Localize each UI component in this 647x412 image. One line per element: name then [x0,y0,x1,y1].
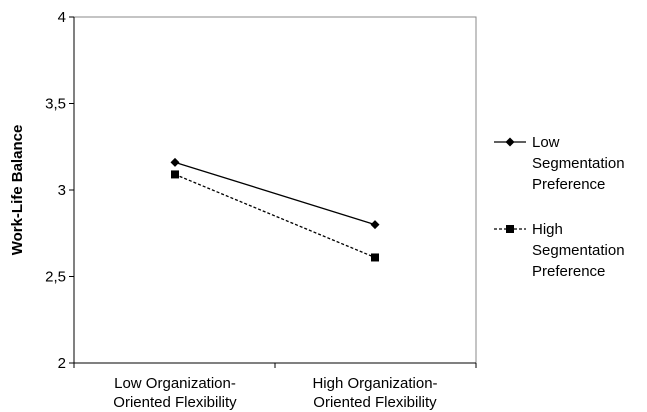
series-layer [170,157,380,262]
y-axis-title: Work-Life Balance [9,125,26,256]
series-line [174,161,376,226]
legend-label: Low Segmentation Preference [532,134,625,193]
series-high-segmentation [171,170,379,262]
data-point-diamond [505,137,515,147]
legend-label: High Segmentation Preference [532,221,625,280]
data-point-diamond [370,220,380,230]
y-axis-ticks: 2 2,5 3 3,5 4 [45,9,74,372]
plot-area-border [73,16,477,364]
data-point-diamond [170,157,180,167]
legend-item: High Segmentation Preference [494,221,625,280]
plot-frame [73,16,477,364]
x-axis-ticks: Low Organization-Oriented Flexibility Hig… [73,363,477,411]
x-tick-label: Low Organization-Oriented Flexibility [113,375,237,411]
legend: Low Segmentation Preference High Segmentatio… [494,134,625,280]
y-tick-label: 3,5 [45,96,66,113]
x-tick-label: High Organization-Oriented Flexibility [312,375,437,411]
series-line [174,173,376,259]
series-low-segmentation [170,157,380,230]
y-tick-label: 3 [58,182,66,199]
y-tick-label: 2,5 [45,269,66,286]
data-point-square [506,225,514,233]
legend-item: Low Segmentation Preference [494,134,625,193]
y-tick-label: 2 [58,355,66,372]
data-point-square [371,253,379,262]
y-tick-label: 4 [58,9,66,26]
data-point-square [171,170,179,179]
